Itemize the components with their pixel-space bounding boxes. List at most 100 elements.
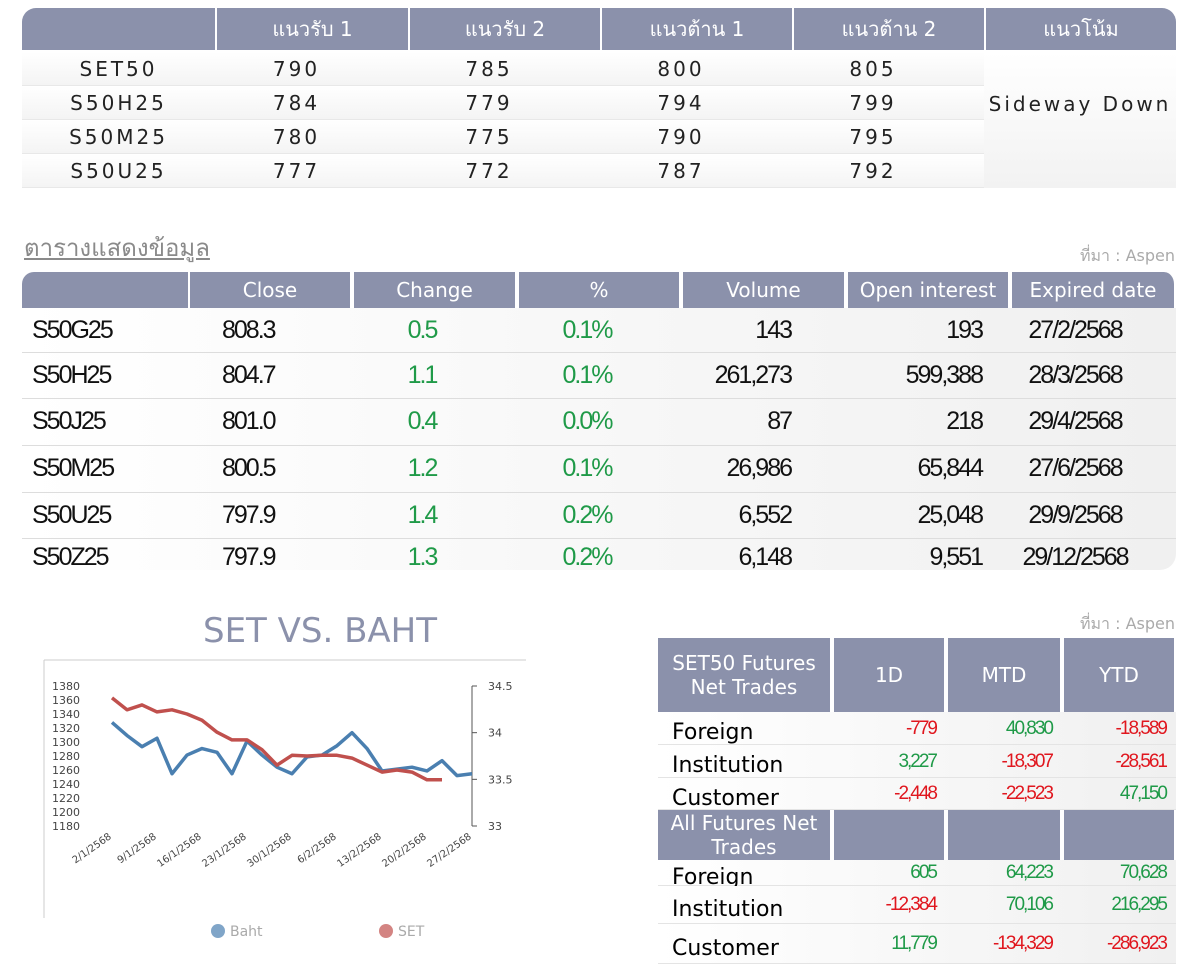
open-interest: 9,551 <box>929 542 984 571</box>
expired-date: 28/3/2568 <box>1028 360 1123 389</box>
net-value: 216,295 <box>1111 894 1168 915</box>
column-header: แนวรับ 2 <box>408 8 600 50</box>
y-tick-label: 1240 <box>52 778 80 791</box>
net-value: 605 <box>910 862 938 883</box>
row-separator <box>22 492 1176 493</box>
net-value: 70,106 <box>1005 894 1054 915</box>
section-header: SET50 Futures Net Trades <box>658 638 832 712</box>
y-tick-label: 1280 <box>52 750 80 763</box>
header-band <box>22 272 188 308</box>
expired-date: 29/4/2568 <box>1028 407 1123 435</box>
column-header: Expired date <box>1010 272 1176 308</box>
row-label: S50J25 <box>32 407 107 435</box>
x-tick-label: 2/1/2568 <box>71 831 114 866</box>
row-label: S50U25 <box>70 159 167 183</box>
trend-bg <box>984 52 1176 188</box>
x-tick-label: 20/2/2568 <box>380 831 428 869</box>
column-header: 1D <box>832 638 946 712</box>
row-bg <box>22 120 984 154</box>
y-tick-label: 1220 <box>52 792 80 805</box>
column-header: แนวรับ 1 <box>215 8 408 50</box>
row-bg <box>658 860 1176 886</box>
column-header: แนวต้าน 2 <box>792 8 984 50</box>
close: 797.9 <box>222 500 277 529</box>
volume: 6,552 <box>738 500 793 529</box>
column-header: Close <box>188 272 352 308</box>
row-label: Customer <box>672 935 779 961</box>
column-header: % <box>517 272 681 308</box>
chart-title: SET VS. BAHT <box>203 611 437 651</box>
table-body <box>22 308 1176 570</box>
level-value: 792 <box>849 159 897 183</box>
y2-tick-label: 34 <box>488 727 502 740</box>
level-value: 772 <box>465 159 513 183</box>
row-bg <box>22 86 984 120</box>
row-bg <box>22 154 984 188</box>
row-label: Foreign <box>672 864 754 890</box>
open-interest: 218 <box>946 407 984 435</box>
net-value: -18,307 <box>1001 750 1054 772</box>
series-line <box>110 696 442 782</box>
row-bg <box>658 745 1176 778</box>
x-tick-label: 27/2/2568 <box>425 831 473 869</box>
row-label: Institution <box>672 896 784 922</box>
net-value: -779 <box>905 717 938 739</box>
expired-date: 29/12/2568 <box>1022 542 1129 571</box>
x-tick-label: 6/2/2568 <box>296 831 339 866</box>
x-tick-label: 13/2/2568 <box>335 831 383 869</box>
net-value: -12,384 <box>885 894 938 915</box>
x-tick-label: 23/1/2568 <box>200 831 248 869</box>
x-tick-label: 30/1/2568 <box>245 831 293 869</box>
header-cell <box>832 810 946 860</box>
row-label: S50M25 <box>69 125 168 149</box>
open-interest: 599,388 <box>905 360 984 389</box>
change: 1.4 <box>407 500 439 529</box>
level-value: 775 <box>465 125 513 149</box>
net-value: 64,223 <box>1005 862 1054 883</box>
section-header: All Futures Net Trades <box>658 810 832 860</box>
column-header: Volume <box>681 272 846 308</box>
column-header: แนวต้าน 1 <box>600 8 792 50</box>
y-tick-label: 1180 <box>52 820 80 833</box>
row-separator <box>22 445 1176 446</box>
legend-label: SET <box>398 924 425 940</box>
source: ที่มา : Aspen <box>1079 246 1175 265</box>
level-value: 790 <box>657 125 705 149</box>
change: 1.1 <box>407 360 439 389</box>
expired-date: 27/2/2568 <box>1028 315 1123 344</box>
header-cell <box>1062 810 1176 860</box>
net-value: -28,561 <box>1115 750 1168 772</box>
percent: 0.1% <box>562 315 614 344</box>
percent: 0.1% <box>562 454 614 482</box>
row-label: S50H25 <box>32 360 112 389</box>
volume: 143 <box>755 315 793 344</box>
net-value: 70,628 <box>1119 862 1168 883</box>
column-header: MTD <box>946 638 1062 712</box>
volume: 87 <box>767 407 793 435</box>
y-tick-label: 1300 <box>52 736 80 749</box>
row-bg <box>658 778 1176 810</box>
net-value: -2,448 <box>894 783 938 804</box>
legend-swatch <box>211 924 225 938</box>
column-header: แนวโน้ม <box>984 8 1176 50</box>
x-tick-label: 9/1/2568 <box>116 831 159 866</box>
row-bg <box>658 886 1176 924</box>
level-value: 794 <box>657 91 705 115</box>
percent: 0.2% <box>562 542 614 571</box>
row-label: Customer <box>672 785 779 811</box>
row-label: S50H25 <box>70 91 167 115</box>
open-interest: 65,844 <box>917 454 984 482</box>
open-interest: 25,048 <box>917 500 984 529</box>
level-value: 805 <box>849 57 897 81</box>
net-value: 47,150 <box>1119 783 1168 804</box>
row-label: Foreign <box>672 720 754 745</box>
percent: 0.0% <box>562 407 614 435</box>
percent: 0.2% <box>562 500 614 529</box>
net-value: -134,329 <box>992 933 1054 954</box>
change: 1.3 <box>407 542 439 571</box>
column-header: YTD <box>1062 638 1176 712</box>
level-value: 785 <box>465 57 513 81</box>
row-separator <box>22 398 1176 399</box>
